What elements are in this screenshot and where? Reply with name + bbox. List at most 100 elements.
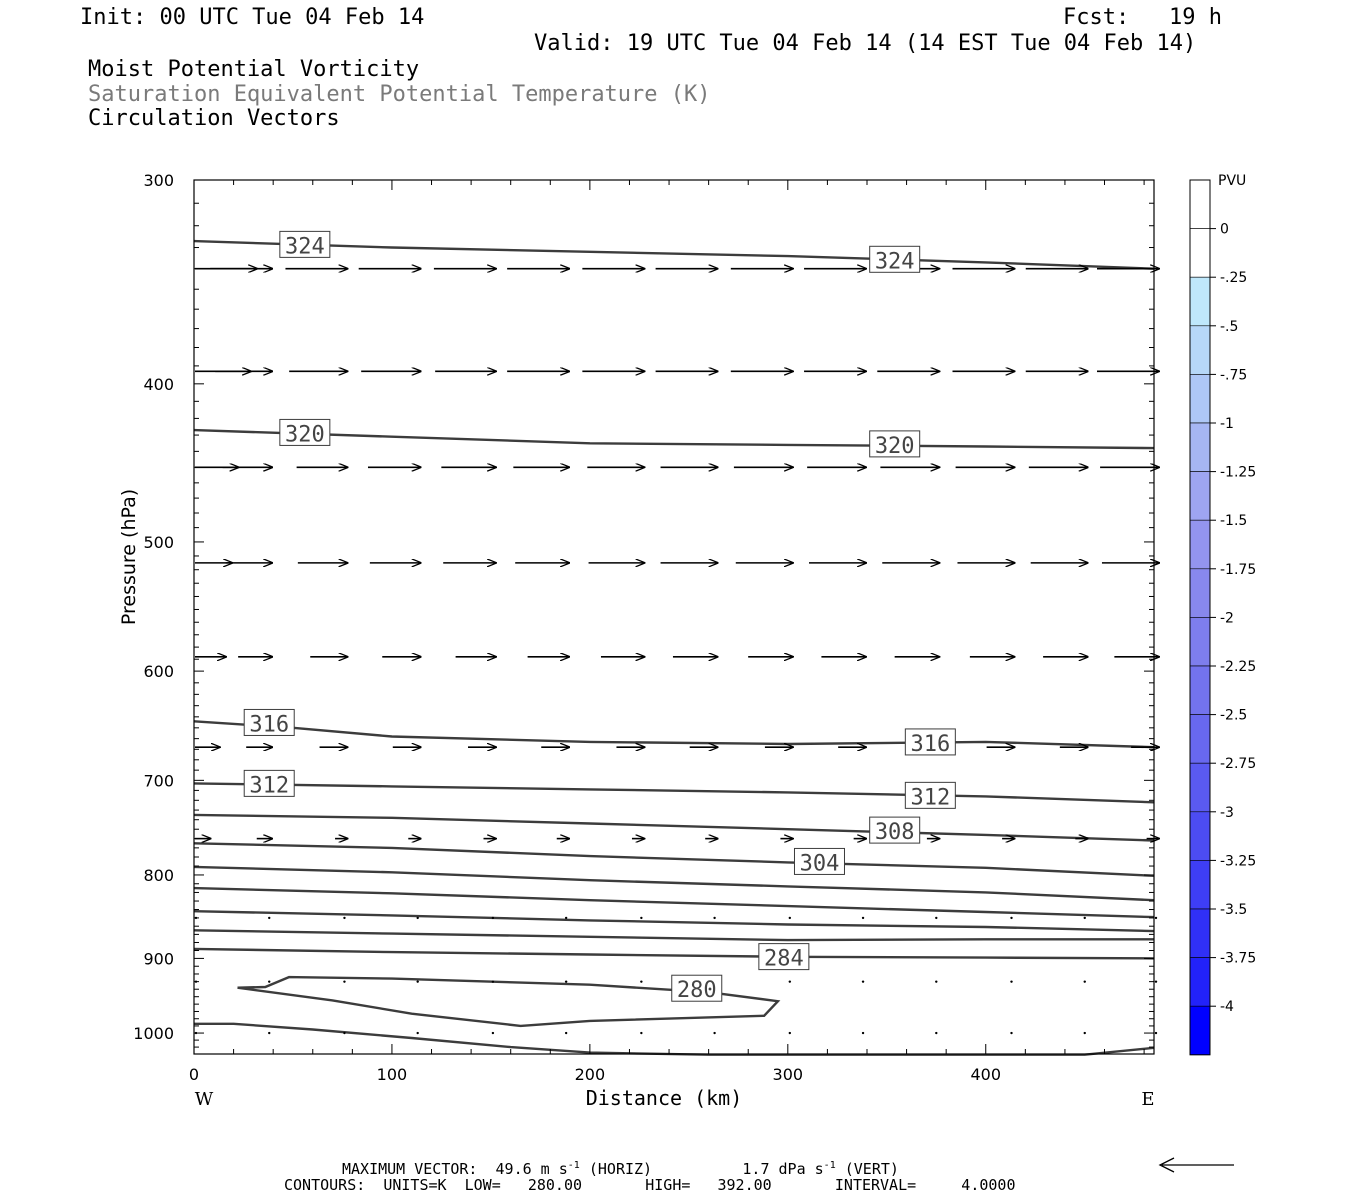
- colorbar-label: 0: [1220, 222, 1229, 238]
- colorbar-bin: [1189, 617, 1211, 667]
- isentrope-layer: [193, 239, 1155, 1056]
- y-axis-label: Pressure (hPa): [118, 489, 140, 625]
- colorbar-bin: [1189, 762, 1211, 813]
- valid-time: Valid: 19 UTC Tue 04 Feb 14 (14 EST Tue …: [534, 31, 1197, 56]
- colorbar-bin: [1189, 374, 1211, 424]
- contour-label-box: [243, 708, 295, 736]
- vector-dot: [861, 1031, 865, 1035]
- contour-label-284: 284: [764, 947, 804, 972]
- contours-note: CONTOURS: UNITS=K LOW= 280.00 HIGH= 392.…: [284, 1176, 1016, 1194]
- isentrope-288: [193, 929, 1154, 942]
- max-vector-exp-vert: -1: [823, 1160, 836, 1171]
- vector-dot: [713, 916, 716, 920]
- y-tick-label: 300: [143, 171, 174, 190]
- contour-label-box: [758, 943, 810, 971]
- x-tick-label: 400: [970, 1065, 1001, 1084]
- contour-label-320: 320: [285, 422, 325, 447]
- vector-dot: [935, 1031, 938, 1035]
- colorbar-label: -3.5: [1220, 902, 1247, 918]
- colorbar-label: -1.5: [1220, 513, 1247, 529]
- y-tick-label: 800: [143, 866, 174, 885]
- vector-layer: [194, 269, 1159, 1035]
- vector-dot: [935, 916, 938, 920]
- max-vector-vert-text: (HORIZ) 1.7 dPa s: [579, 1160, 824, 1178]
- y-tick-label: 900: [143, 949, 174, 968]
- colorbar-label: -.5: [1220, 319, 1238, 335]
- vector-dot: [713, 1031, 716, 1035]
- vector-dot: [640, 980, 643, 983]
- vector-dot: [564, 1031, 568, 1035]
- vector-dot: [788, 980, 792, 983]
- x-tick-label: 300: [773, 1065, 804, 1084]
- field-title-thetaes: Saturation Equivalent Potential Temperat…: [88, 82, 711, 107]
- colorbar-label: -.25: [1220, 270, 1247, 286]
- colorbar-label: -2.75: [1220, 756, 1256, 772]
- field-title-mpv: Moist Potential Vorticity: [88, 57, 420, 82]
- colorbar-bin: [1189, 714, 1211, 764]
- colorbar-label: -1.75: [1220, 562, 1256, 578]
- contour-label-box: [904, 728, 956, 756]
- x-axis-label: Distance (km): [586, 1086, 743, 1110]
- contour-label-box: [869, 245, 921, 273]
- vector-dot: [268, 916, 271, 920]
- contour-label-box: [904, 781, 956, 809]
- colorbar-title: PVU: [1218, 173, 1246, 189]
- colorbar-label: -2.5: [1220, 708, 1247, 724]
- isentrope-296: [193, 886, 1155, 919]
- isentrope-320: [193, 428, 1155, 450]
- vector-dot: [268, 980, 271, 983]
- contour-label-324: 324: [875, 249, 915, 274]
- vector-dot: [416, 1031, 419, 1035]
- x-tick-label: 100: [377, 1065, 408, 1084]
- east-label: E: [1141, 1089, 1154, 1110]
- isentrope-276: [194, 1022, 1155, 1056]
- max-vector-horiz-text: MAXIMUM VECTOR: 49.6 m s: [342, 1160, 568, 1178]
- colorbar-label: -.75: [1220, 367, 1247, 383]
- contour-label-316: 316: [910, 732, 950, 757]
- contour-label-box: [793, 847, 845, 875]
- contour-label-324: 324: [285, 234, 325, 259]
- colorbar-bin: [1189, 422, 1211, 472]
- vector-dot: [343, 916, 346, 920]
- isentrope-312: [193, 782, 1155, 804]
- contour-label-308: 308: [875, 820, 915, 845]
- vector-dot: [788, 1031, 792, 1035]
- contour-label-312: 312: [249, 773, 289, 798]
- isentrope-316: [193, 720, 1155, 749]
- init-time: Init: 00 UTC Tue 04 Feb 14: [80, 5, 425, 30]
- vector-dot: [861, 980, 865, 983]
- contour-label-box: [869, 430, 921, 458]
- colorbar-bin: [1189, 811, 1211, 861]
- contour-label-box: [869, 816, 921, 844]
- vector-dot: [268, 1031, 271, 1035]
- colorbar-bin: [1189, 665, 1211, 715]
- isentrope-284: [193, 947, 1155, 960]
- colorbar: PVU 0 -.25 -.5 -.75 -1 -1.25 -1.5 -1.75 -2 -2.25 -2…: [1189, 173, 1256, 1056]
- vector-dot: [491, 980, 495, 983]
- colorbar-bin: [1189, 471, 1211, 521]
- axes-layer: 300 400 500 600 700 800 900 1000 0 100 200 300 400 W E…: [118, 171, 1155, 1110]
- vector-dot: [1154, 1031, 1158, 1035]
- contour-label-304: 304: [800, 851, 840, 876]
- vector-dot: [491, 916, 495, 920]
- colorbar-bin: [1189, 228, 1211, 278]
- isentrope-308: [193, 813, 1155, 842]
- vector-dot: [343, 980, 346, 983]
- colorbar-bin: [1189, 325, 1211, 375]
- vector-dot: [935, 980, 938, 983]
- vector-dot: [1010, 980, 1013, 983]
- x-tick-label: 200: [575, 1065, 606, 1084]
- colorbar-label: -4: [1220, 999, 1234, 1015]
- reference-vector-arrow: [1158, 1157, 1234, 1173]
- colorbar-label: -3.25: [1220, 853, 1256, 869]
- colorbar-bin: [1189, 276, 1211, 327]
- colorbar-bin: [1189, 1005, 1211, 1056]
- isentrope-324: [193, 239, 1155, 270]
- forecast-hour: Fcst: 19 h: [1063, 5, 1222, 30]
- contour-label-316: 316: [249, 712, 289, 737]
- y-tick-label: 700: [143, 771, 174, 790]
- vector-dot: [1083, 916, 1086, 920]
- west-label: W: [195, 1089, 214, 1110]
- contour-label-layer: 324 324 320 320 316 316 312 312 308 304 284 280: [243, 230, 956, 1003]
